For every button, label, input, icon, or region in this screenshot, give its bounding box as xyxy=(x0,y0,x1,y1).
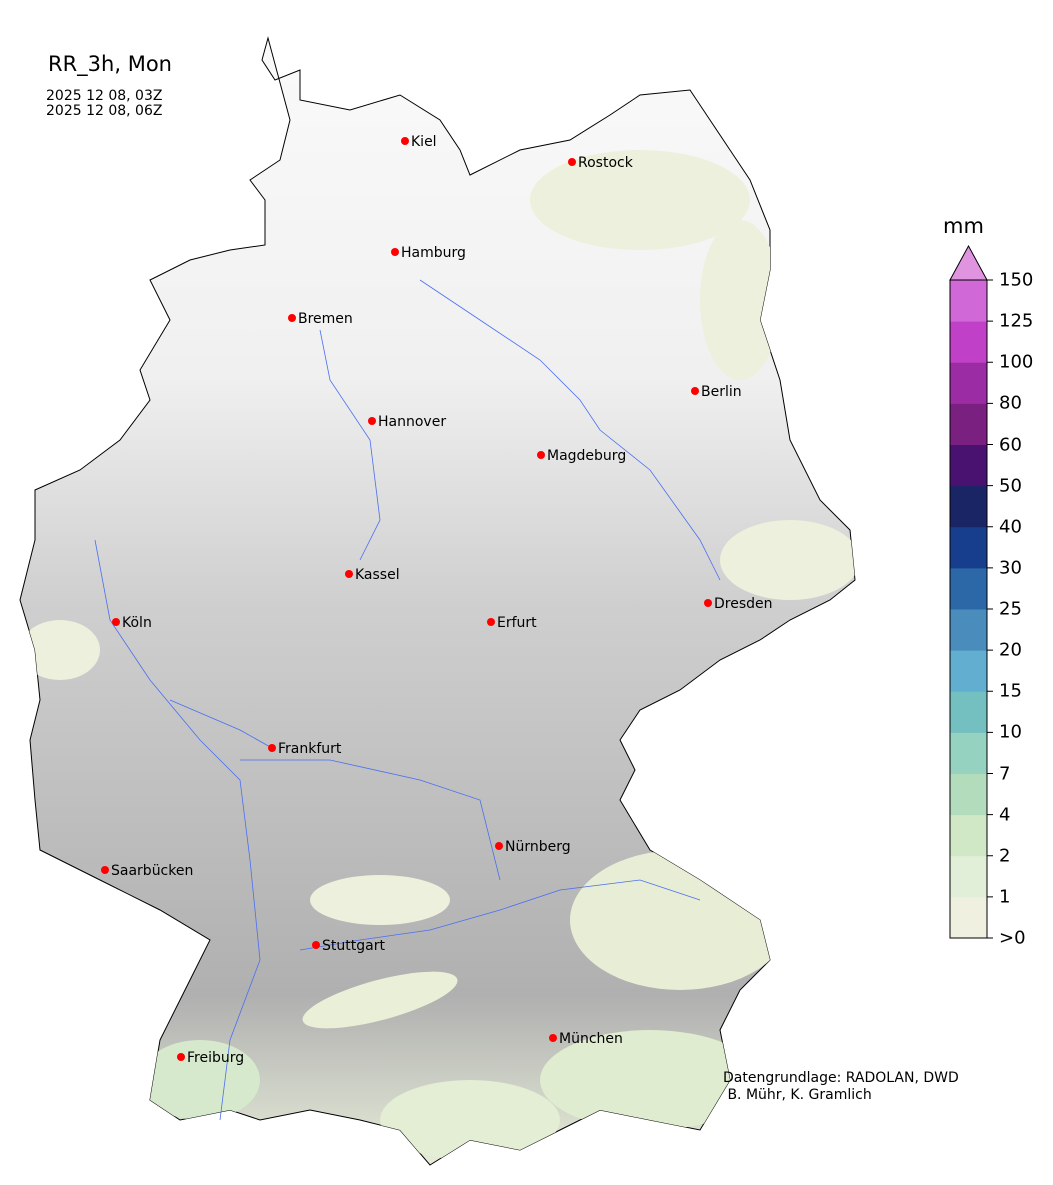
city-label: Magdeburg xyxy=(547,448,626,464)
colorbar-segment xyxy=(950,362,987,404)
colorbar-segment xyxy=(950,280,987,322)
colorbar-extend-arrow xyxy=(949,244,988,281)
city-label: Hannover xyxy=(378,414,446,430)
city-marker xyxy=(391,248,399,256)
valid-start-time: 2025 12 08, 03Z xyxy=(46,88,163,104)
colorbar-tick-label: 2 xyxy=(999,845,1011,867)
city-label: Frankfurt xyxy=(278,741,342,757)
city-marker xyxy=(487,618,495,626)
city-label: Kiel xyxy=(411,134,437,150)
river xyxy=(299,879,701,951)
city-marker xyxy=(112,618,120,626)
city-label: Nürnberg xyxy=(505,839,571,855)
city-hannover: Hannover xyxy=(368,414,446,430)
rivers xyxy=(94,279,721,1121)
city-bremen: Bremen xyxy=(288,311,353,327)
city-label: Erfurt xyxy=(497,615,537,631)
colorbar-segment xyxy=(950,691,987,733)
city-marker xyxy=(345,570,353,578)
city-nürnberg: Nürnberg xyxy=(495,839,571,855)
city-label: Rostock xyxy=(578,155,634,171)
colorbar-tick-label: 30 xyxy=(999,557,1022,579)
colorbar-segment xyxy=(950,321,987,363)
colorbar-segment xyxy=(950,896,987,939)
colorbar-tick-label: 150 xyxy=(999,269,1034,291)
city-label: Dresden xyxy=(714,596,773,612)
colorbar-tick-label: 40 xyxy=(999,516,1022,538)
city-marker xyxy=(288,314,296,322)
river xyxy=(240,759,501,881)
city-label: Berlin xyxy=(701,384,742,400)
city-marker xyxy=(401,137,409,145)
city-kiel: Kiel xyxy=(401,134,437,150)
city-marker xyxy=(368,417,376,425)
city-label: Köln xyxy=(122,615,152,631)
colorbar-tick-label: 80 xyxy=(999,392,1022,414)
colorbar-segment xyxy=(950,732,987,774)
colorbar-tick-label: 50 xyxy=(999,475,1022,497)
city-label: Kassel xyxy=(355,567,400,583)
colorbar-tick-label: 60 xyxy=(999,434,1022,455)
city-marker xyxy=(312,941,320,949)
city-label: Saarbücken xyxy=(111,863,193,879)
colorbar-tick-label: 7 xyxy=(999,763,1011,784)
city-marker xyxy=(704,599,712,607)
colorbar-segment xyxy=(950,855,987,898)
colorbar-tick-label: 100 xyxy=(999,351,1034,373)
colorbar-segment xyxy=(950,526,987,569)
city-münchen: München xyxy=(549,1031,623,1047)
colorbar-tick-label: 25 xyxy=(999,598,1022,620)
city-marker xyxy=(549,1034,557,1042)
city-hamburg: Hamburg xyxy=(391,245,466,261)
colorbar xyxy=(949,244,993,939)
city-label: Hamburg xyxy=(401,245,466,261)
colorbar-unit: mm xyxy=(943,214,984,238)
city-freiburg: Freiburg xyxy=(177,1050,244,1066)
colorbar-tick-label: 1 xyxy=(999,886,1011,908)
city-stuttgart: Stuttgart xyxy=(312,938,385,954)
city-dresden: Dresden xyxy=(704,596,773,612)
map-title: RR_3h, Mon xyxy=(48,52,172,76)
city-marker xyxy=(268,744,276,752)
city-marker xyxy=(101,866,109,874)
city-marker xyxy=(495,842,503,850)
colorbar-segment xyxy=(950,609,987,651)
colorbar-segment xyxy=(950,814,987,857)
city-label: München xyxy=(559,1031,623,1047)
city-marker xyxy=(691,387,699,395)
river xyxy=(94,539,261,1121)
city-kassel: Kassel xyxy=(345,567,400,583)
city-label: Bremen xyxy=(298,311,353,327)
city-marker xyxy=(537,451,545,459)
city-magdeburg: Magdeburg xyxy=(537,448,626,464)
colorbar-tick-label: 4 xyxy=(999,804,1011,826)
colorbar-tick-label: 125 xyxy=(999,310,1034,332)
city-saarbücken: Saarbücken xyxy=(101,863,193,879)
colorbar-segment xyxy=(950,444,987,487)
colorbar-segment xyxy=(950,773,987,816)
colorbar-segment xyxy=(950,650,987,692)
city-marker xyxy=(177,1053,185,1061)
colorbar-tick-label: >0 xyxy=(999,927,1026,949)
colorbar-tick-label: 20 xyxy=(999,639,1022,661)
city-frankfurt: Frankfurt xyxy=(268,741,342,757)
city-berlin: Berlin xyxy=(691,384,742,400)
city-marker xyxy=(568,158,576,166)
colorbar-segment xyxy=(950,403,987,445)
colorbar-segment xyxy=(950,567,987,610)
city-köln: Köln xyxy=(112,615,152,631)
colorbar-tick-label: 10 xyxy=(999,721,1022,743)
river xyxy=(169,699,273,749)
city-label: Freiburg xyxy=(187,1050,244,1066)
river xyxy=(419,279,721,581)
credits: Datengrundlage: RADOLAN, DWD B. Mühr, K.… xyxy=(723,1070,959,1103)
colorbar-tick-label: 15 xyxy=(999,680,1022,702)
city-rostock: Rostock xyxy=(568,155,634,171)
valid-end-time: 2025 12 08, 06Z xyxy=(46,103,163,119)
city-erfurt: Erfurt xyxy=(487,615,537,631)
city-label: Stuttgart xyxy=(322,938,385,954)
river xyxy=(319,329,381,561)
colorbar-segment xyxy=(950,485,987,528)
